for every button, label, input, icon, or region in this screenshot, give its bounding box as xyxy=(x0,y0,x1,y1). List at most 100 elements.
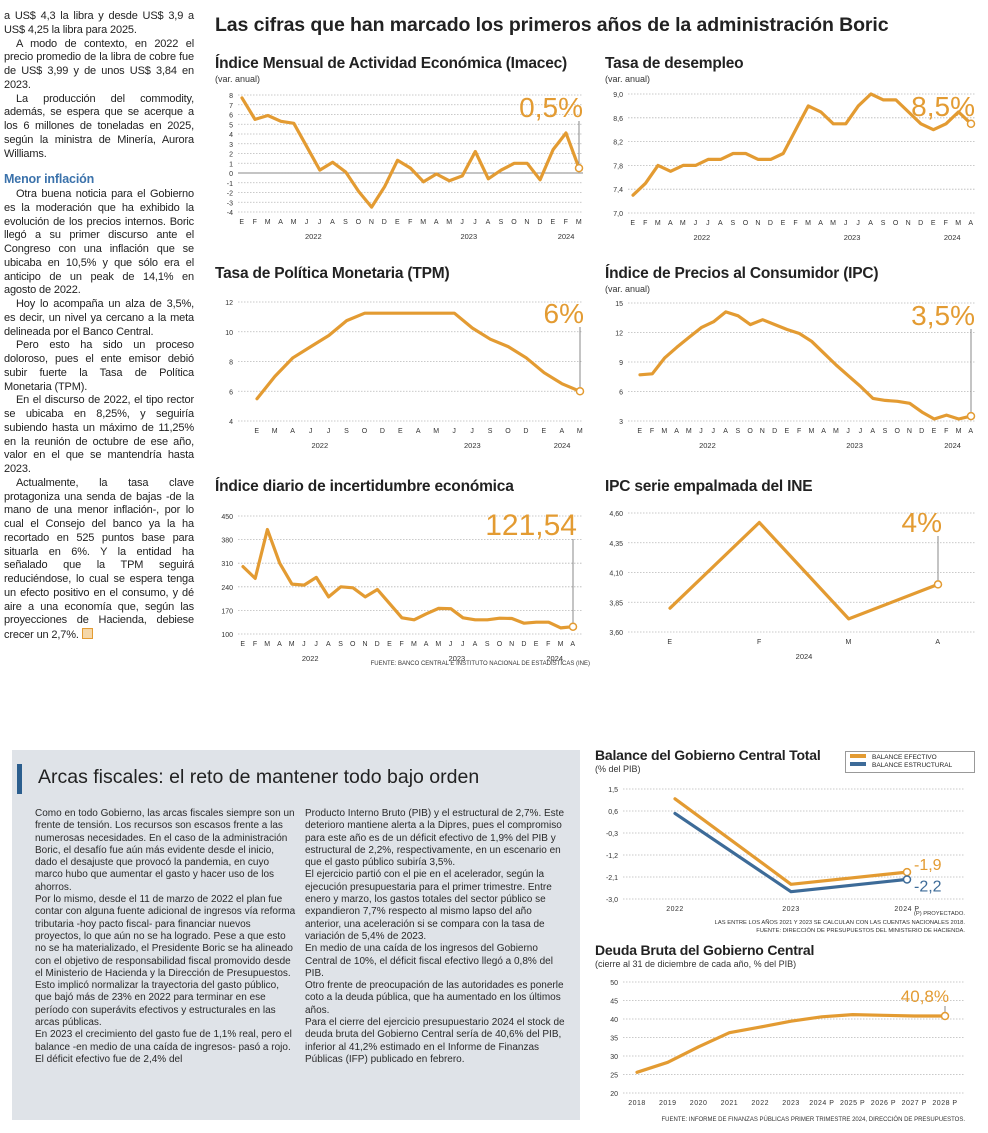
year-label: 2024 xyxy=(546,654,563,663)
chart-source: FUENTE: INFORME DE FINANZAS PÚBLICAS PRI… xyxy=(661,1117,966,1123)
x-tick-label: A xyxy=(723,428,728,435)
x-tick-label: 2019 xyxy=(659,1100,677,1107)
x-tick-label: O xyxy=(362,428,368,435)
paragraph: En medio de una caída de los ingresos de… xyxy=(305,943,553,979)
callout-value: 8,5% xyxy=(911,91,975,122)
y-tick-label: 310 xyxy=(221,561,233,568)
year-label: 2023 xyxy=(464,441,481,450)
y-tick-label: 8,2 xyxy=(613,140,623,147)
y-tick-label: -1 xyxy=(227,181,233,188)
year-label: 2023 xyxy=(846,441,863,450)
x-tick-label: O xyxy=(894,428,900,435)
x-tick-label: J xyxy=(699,428,703,435)
y-tick-label: 6 xyxy=(619,390,623,397)
callout-value: 4% xyxy=(902,507,942,538)
paragraph: a US$ 4,3 la libra y desde US$ 3,9 a US$… xyxy=(4,10,194,36)
year-label: 2024 xyxy=(558,232,575,241)
x-tick-label: M xyxy=(956,428,962,435)
y-tick-label: 7,4 xyxy=(613,187,623,194)
x-tick-label: D xyxy=(537,219,543,226)
y-tick-label: 4,60 xyxy=(609,511,623,518)
x-tick-label: J xyxy=(302,641,306,648)
text-column-1: Como en todo Gobierno, las arcas fiscale… xyxy=(35,808,297,1066)
year-label: 2022 xyxy=(694,233,711,242)
x-tick-label: F xyxy=(643,220,648,227)
subheading: Menor inflación xyxy=(4,172,95,187)
paragraph: Hoy lo acompaña un alza de 3,5%, es deci… xyxy=(4,298,194,338)
x-tick-label: S xyxy=(499,219,504,226)
y-tick-label: 1 xyxy=(229,161,233,168)
x-tick-label: J xyxy=(449,641,453,648)
x-tick-label: D xyxy=(375,641,381,648)
y-tick-label: 40 xyxy=(610,1017,618,1024)
x-tick-label: J xyxy=(846,428,850,435)
series-line xyxy=(635,1013,947,1074)
x-tick-label: E xyxy=(637,428,642,435)
x-tick-label: N xyxy=(362,641,368,648)
chart-title: IPC serie empalmada del INE xyxy=(605,478,813,495)
x-tick-label: N xyxy=(524,219,530,226)
x-tick-label: A xyxy=(486,219,491,226)
chart-subtitle: (% del PIB) xyxy=(595,764,641,774)
legend-swatch-blue xyxy=(850,762,866,766)
x-tick-label: J xyxy=(460,219,464,226)
x-tick-label: E xyxy=(398,428,403,435)
x-tick-label: M xyxy=(661,428,667,435)
x-tick-label: F xyxy=(944,428,949,435)
x-tick-label: J xyxy=(706,220,710,227)
x-tick-label: M xyxy=(435,641,441,648)
y-tick-label: 4 xyxy=(229,132,233,139)
x-tick-label: A xyxy=(434,219,439,226)
series-line xyxy=(638,310,973,421)
paragraph: En 2023 el crecimiento del gasto fue de … xyxy=(35,1029,292,1065)
y-tick-label: 50 xyxy=(610,980,618,987)
x-tick-label: M xyxy=(420,219,426,226)
x-tick-label: O xyxy=(743,220,749,227)
chart-subtitle: (var. anual) xyxy=(605,74,651,84)
x-tick-label: J xyxy=(844,220,848,227)
y-tick-label: 9,0 xyxy=(613,92,623,99)
x-tick-label: J xyxy=(327,428,331,435)
end-label: -2,2 xyxy=(914,878,942,895)
x-tick-label: A xyxy=(416,428,421,435)
callout-value: 3,5% xyxy=(911,300,975,331)
x-tick-label: J xyxy=(694,220,698,227)
x-tick-label: M xyxy=(446,219,452,226)
x-tick-label: A xyxy=(278,219,283,226)
x-tick-label: E xyxy=(395,219,400,226)
x-tick-label: A xyxy=(718,220,723,227)
chart-plot: 9,08,68,27,87,47,0E F M A M J J A S O N D E F M A M J J A S O… xyxy=(613,91,976,242)
paragraph-text: Actualmente, la tasa clave protagoniza u… xyxy=(4,476,194,641)
year-label: 2024 xyxy=(944,441,961,450)
x-tick-label: J xyxy=(712,428,716,435)
x-tick-label: A xyxy=(424,641,429,648)
chart-plot: 50 45 40 35 30 25 20 2018 2019 2020 2021 2022 2023 20… xyxy=(610,980,965,1107)
last-point-marker xyxy=(966,411,976,421)
end-label: -1,9 xyxy=(914,857,942,874)
x-tick-label: O xyxy=(505,428,511,435)
x-tick-label: N xyxy=(907,428,913,435)
paragraph-last: Actualmente, la tasa clave protagoniza u… xyxy=(4,477,194,643)
last-point-marker xyxy=(575,387,585,396)
y-tick-label: 4,35 xyxy=(609,541,623,548)
y-tick-label: -3 xyxy=(227,200,233,207)
chart-subtitle: (cierre al 31 de diciembre de cada año, … xyxy=(595,959,797,969)
chart-title: Índice diario de incertidumbre económica xyxy=(215,478,514,495)
x-tick-label: F xyxy=(253,641,258,648)
x-tick-label: 2024 P xyxy=(894,906,919,913)
y-tick-label: 0 xyxy=(229,171,233,178)
note: (P) PROYECTADO. xyxy=(913,911,965,917)
x-tick-label: A xyxy=(668,220,673,227)
y-tick-label: 100 xyxy=(221,632,233,639)
year-label: 2024 xyxy=(796,652,813,661)
x-tick-label: A xyxy=(473,641,478,648)
y-tick-label: 8 xyxy=(229,360,233,367)
x-tick-label: F xyxy=(399,641,404,648)
x-tick-label: M xyxy=(845,639,851,646)
x-tick-label: S xyxy=(338,641,343,648)
y-tick-label: 30 xyxy=(610,1054,618,1061)
callout-value: 121,54 xyxy=(485,509,577,542)
x-tick-label: E xyxy=(667,639,672,646)
x-tick-label: A xyxy=(330,219,335,226)
